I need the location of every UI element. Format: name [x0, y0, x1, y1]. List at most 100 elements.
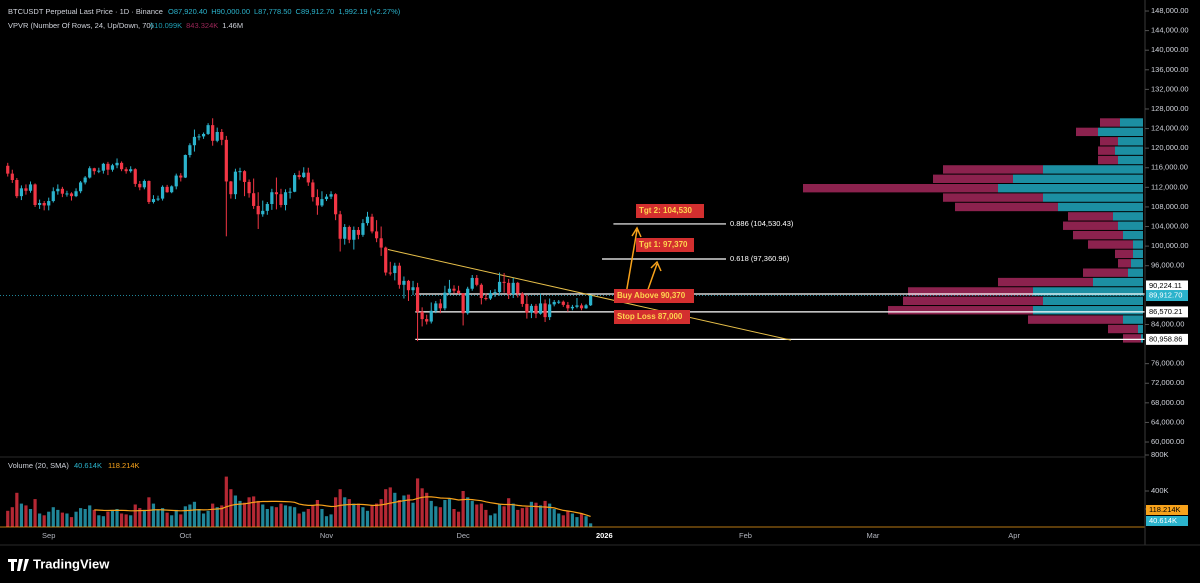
volume-bar — [425, 492, 429, 527]
candle-body — [566, 304, 570, 309]
volume-bar — [552, 509, 556, 527]
candle-body — [379, 238, 383, 248]
volume-label-box — [1146, 516, 1188, 526]
volume-bar — [329, 514, 333, 527]
volume-bar — [415, 478, 420, 527]
volume-bar — [156, 509, 160, 527]
volume-bar — [297, 513, 301, 527]
last-price-label: 89,912.70 — [1149, 291, 1182, 300]
annotation: Tgt 2: 104,530 — [639, 206, 692, 215]
volume-bar — [461, 491, 465, 527]
volume-bar — [38, 513, 42, 527]
profile-down — [908, 287, 1033, 296]
volume-bar — [188, 504, 192, 527]
volume-bar — [456, 511, 461, 527]
volume-bar — [24, 505, 28, 527]
volume-bar — [352, 503, 356, 527]
y-tick-label: 108,000.00 — [1151, 202, 1189, 211]
volume-bar — [584, 516, 588, 527]
brand: TradingView — [33, 556, 110, 571]
profile-up — [1123, 230, 1143, 240]
candle-body — [302, 172, 306, 178]
candle-body — [215, 131, 219, 141]
y-tick-label: 60,000.00 — [1151, 437, 1184, 446]
candle-body — [393, 265, 397, 274]
x-tick-label: Dec — [456, 531, 470, 540]
annotation: Tgt 1: 97,370 — [639, 240, 688, 249]
profile-down — [943, 165, 1043, 174]
profile-down — [1083, 268, 1128, 277]
arrow — [624, 226, 642, 301]
profile-up — [1131, 259, 1143, 268]
candle-body — [129, 169, 133, 172]
candle-body — [502, 281, 506, 283]
candle-body — [247, 181, 251, 194]
volume-bar — [575, 517, 579, 527]
y-tick-label: 140,000.00 — [1151, 45, 1189, 54]
volume-bar — [206, 510, 210, 527]
volume-bar — [74, 511, 78, 527]
volume-bar — [151, 503, 156, 527]
profile-down — [998, 277, 1093, 287]
volume-bar — [475, 504, 479, 527]
level-label: 86,570.21 — [1149, 307, 1182, 316]
volume-bar — [589, 523, 593, 527]
volume-bar — [443, 500, 447, 527]
candle-body — [438, 303, 442, 309]
candle-body — [265, 203, 269, 211]
profile-down — [1076, 127, 1098, 137]
volume-bar — [115, 509, 119, 527]
legend-value: 1,992.19 (+2.27%) — [338, 7, 400, 16]
volume-bar — [347, 499, 351, 527]
volume-bar — [124, 514, 128, 527]
volume-title: Volume (20, SMA) — [8, 461, 69, 470]
volume-bar — [92, 509, 96, 527]
volume-profile — [803, 118, 1143, 343]
candle-body — [520, 293, 524, 304]
candle-body — [179, 175, 183, 178]
annotation-box — [614, 310, 690, 324]
profile-down — [1098, 146, 1115, 155]
candle-body — [575, 305, 579, 307]
x-tick-label: Sep — [42, 531, 55, 540]
candle-body — [283, 192, 288, 205]
volume-bar — [543, 500, 547, 527]
volume-bar — [388, 487, 392, 527]
volume-bar — [192, 501, 197, 527]
volume-bar — [51, 507, 55, 527]
profile-down — [1100, 118, 1120, 127]
candle-body — [361, 223, 365, 235]
y-tick-label: 400K — [1151, 486, 1169, 495]
candle-body — [192, 136, 197, 146]
volume-bar — [88, 505, 92, 527]
volume-bar — [101, 516, 105, 527]
legend-value: H90,000.00 — [211, 7, 250, 16]
volume-bar — [534, 502, 538, 527]
x-tick-label: Apr — [1008, 531, 1020, 540]
candle-body — [415, 287, 420, 312]
volume-bar — [397, 500, 401, 527]
candle-body — [60, 188, 64, 194]
candle-body — [56, 188, 60, 192]
volume-bar — [434, 506, 438, 527]
volume-bar — [270, 506, 274, 527]
last-price-box — [1146, 290, 1188, 302]
candle-body — [156, 198, 160, 200]
volume-bar — [525, 507, 529, 527]
volume-bar — [247, 497, 251, 527]
volume-bar — [56, 509, 60, 527]
volume-bar — [256, 500, 260, 527]
profile-down — [1123, 334, 1141, 343]
annotation-box — [636, 204, 704, 218]
candle-body — [211, 125, 215, 141]
profile-down — [1100, 137, 1118, 146]
volume-bar — [211, 503, 215, 527]
level-label-box — [1146, 306, 1188, 318]
candle-body — [147, 180, 151, 203]
candle-body — [370, 216, 374, 232]
candle-body — [479, 284, 483, 299]
candle-body — [570, 306, 575, 309]
candle-body — [507, 282, 511, 295]
candle-body — [579, 305, 584, 309]
sma-line — [94, 496, 591, 517]
